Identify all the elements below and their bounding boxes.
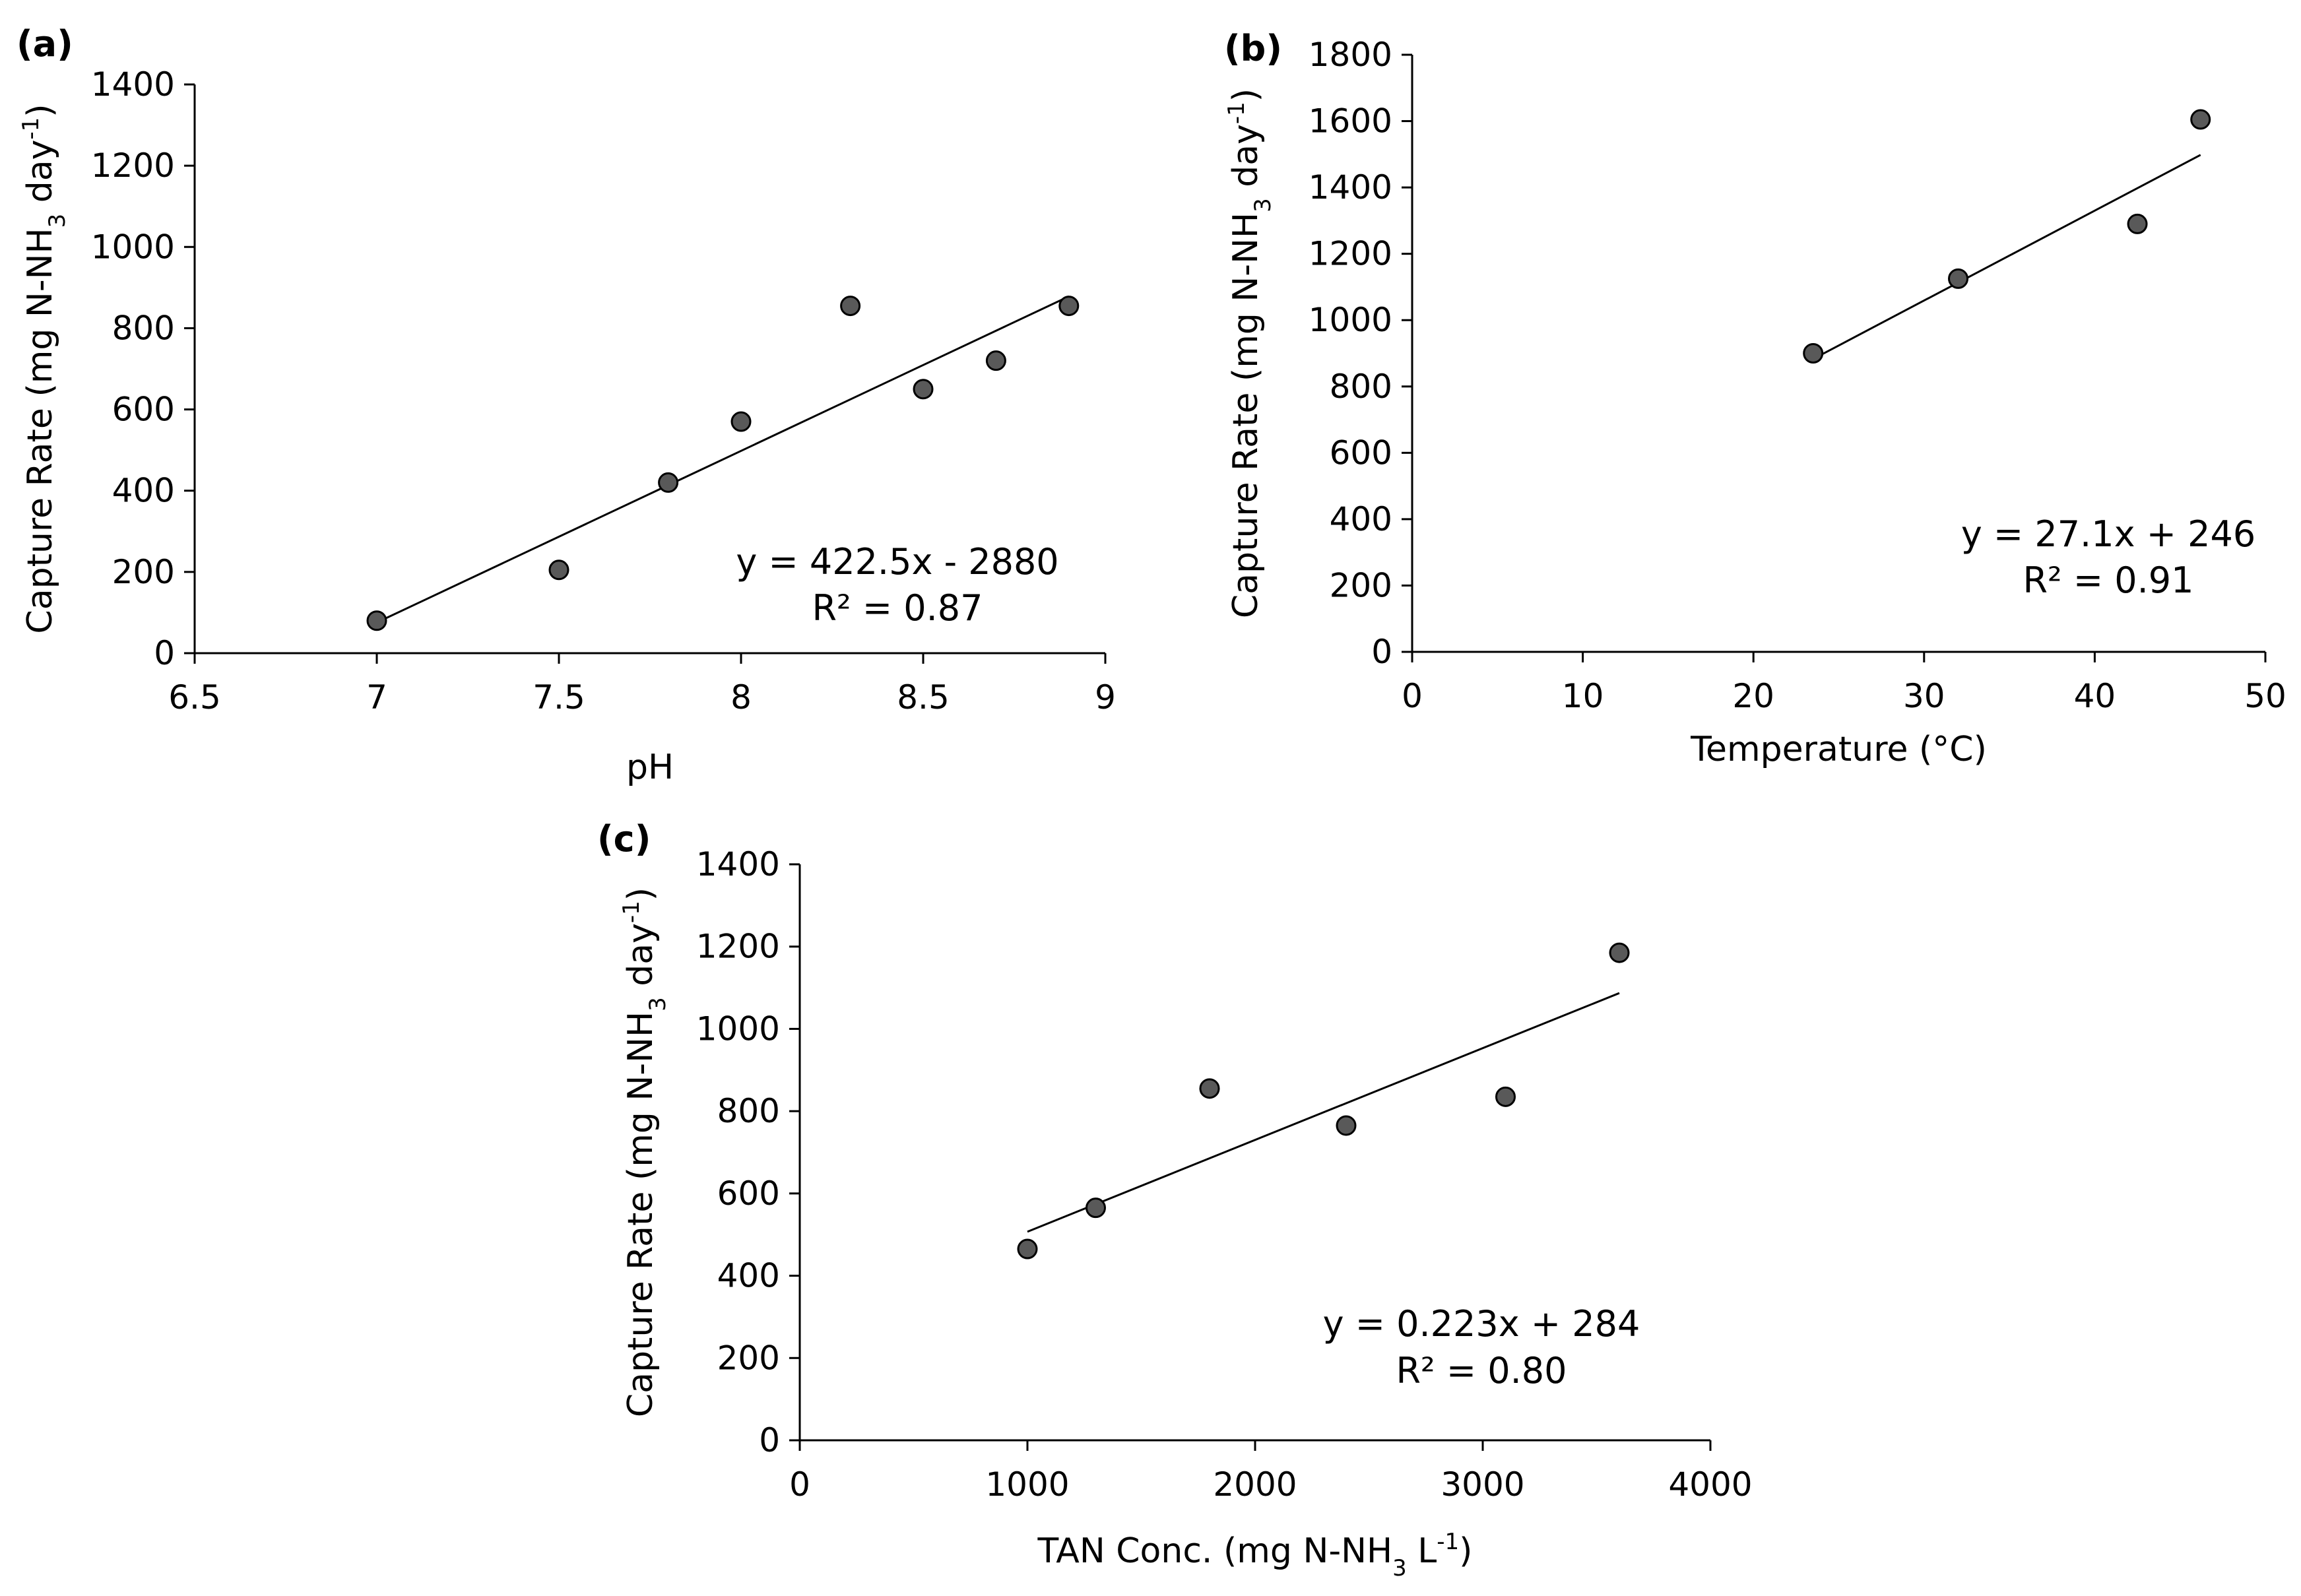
y-tick-label: 1400 (1309, 168, 1392, 207)
data-point (1495, 1086, 1516, 1107)
y-tick-label: 1200 (696, 928, 780, 966)
r-squared: R² = 0.91 (2023, 559, 2194, 601)
y-tick-label: 200 (112, 553, 175, 591)
y-tick-label: 200 (717, 1339, 780, 1377)
x-tick-label: 2000 (1213, 1465, 1297, 1504)
x-tick-label: 0 (1402, 677, 1423, 715)
y-tick-label: 400 (717, 1257, 780, 1295)
y-tick-label: 800 (1330, 367, 1392, 406)
panel-label: (c) (597, 818, 651, 860)
y-tick-label: 400 (1330, 500, 1392, 538)
y-tick-label: 600 (1330, 433, 1392, 472)
x-axis-title: TAN Conc. (mg N-NH3 L-1) (1037, 1529, 1473, 1581)
x-tick-label: 50 (2244, 677, 2286, 715)
x-tick-label: 9 (1095, 678, 1116, 717)
y-tick-label: 1200 (1309, 235, 1392, 273)
y-tick-label: 1200 (91, 146, 175, 185)
y-tick-label: 1600 (1309, 102, 1392, 141)
y-tick-label: 1000 (1309, 301, 1392, 339)
y-tick-label: 600 (717, 1174, 780, 1213)
panel-label: (b) (1224, 28, 1282, 69)
r-squared: R² = 0.87 (812, 587, 983, 629)
y-tick-label: 1400 (91, 65, 175, 104)
x-tick-label: 7 (366, 678, 387, 717)
data-point (840, 296, 861, 317)
x-tick-label: 7.5 (533, 678, 585, 717)
y-tick-label: 800 (717, 1092, 780, 1130)
trendline (1027, 992, 1620, 1233)
data-point (1803, 343, 1824, 364)
trend-equation: y = 422.5x - 2880 (736, 541, 1058, 583)
data-point (913, 379, 934, 400)
data-point (1609, 942, 1630, 963)
y-tick-label: 1800 (1309, 36, 1392, 74)
panel-1: 0 200 400 600 800 1000 1200 1400 6.5 7 7.5 8 8.5 9 (a)… (16, 23, 1116, 787)
y-tick-label: 800 (112, 309, 175, 347)
data-point (2127, 213, 2148, 234)
data-point (366, 610, 387, 631)
panel-label: (a) (16, 23, 73, 65)
y-tick-label: 1000 (91, 228, 175, 266)
x-tick-label: 4000 (1668, 1465, 1752, 1504)
x-axis-title: pH (626, 748, 674, 787)
trendline (376, 295, 1070, 623)
x-tick-label: 30 (1903, 677, 1945, 715)
trend-equation: y = 27.1x + 246 (1961, 513, 2255, 555)
data-point (1017, 1238, 1038, 1260)
x-axis-title: Temperature (°C) (1690, 730, 1987, 769)
y-axis-title: Capture Rate (mg N-NH3 day-1) (618, 887, 671, 1417)
data-point (2190, 109, 2211, 130)
data-point (1086, 1197, 1106, 1219)
y-tick-label: 600 (112, 391, 175, 429)
y-tick-label: 0 (1371, 633, 1392, 671)
data-point (1199, 1078, 1220, 1099)
data-point (1948, 268, 1969, 289)
y-tick-label: 0 (759, 1421, 780, 1459)
trendline (1813, 154, 2201, 360)
x-tick-label: 8 (730, 678, 752, 717)
x-tick-label: 20 (1732, 677, 1774, 715)
data-point (1336, 1115, 1357, 1136)
x-tick-label: 8.5 (897, 678, 950, 717)
y-tick-label: 400 (112, 472, 175, 510)
y-axis-title: Capture Rate (mg N-NH3 day-1) (1223, 88, 1276, 618)
x-tick-label: 6.5 (168, 678, 221, 717)
panel-2: 0 200 400 600 800 1000 1200 1400 1600 1800 0 10 20 30… (1223, 28, 2286, 769)
y-tick-label: 1400 (696, 845, 780, 883)
x-tick-label: 0 (789, 1465, 810, 1504)
data-point (730, 411, 752, 432)
data-point (548, 559, 569, 581)
x-tick-label: 3000 (1441, 1465, 1524, 1504)
x-tick-label: 1000 (985, 1465, 1069, 1504)
y-tick-label: 0 (154, 634, 175, 672)
data-point (658, 472, 679, 493)
x-tick-label: 40 (2074, 677, 2116, 715)
y-tick-label: 200 (1330, 566, 1392, 604)
r-squared: R² = 0.80 (1396, 1350, 1567, 1391)
data-point (1058, 296, 1080, 317)
y-axis-title: Capture Rate (mg N-NH3 day-1) (18, 104, 71, 633)
x-tick-label: 10 (1562, 677, 1604, 715)
panel-3: 0 200 400 600 800 1000 1200 1400 0 1000 2000 3000 40… (597, 818, 1753, 1581)
data-point (985, 350, 1006, 371)
y-tick-label: 1000 (696, 1009, 780, 1048)
trend-equation: y = 0.223x + 284 (1323, 1303, 1640, 1345)
